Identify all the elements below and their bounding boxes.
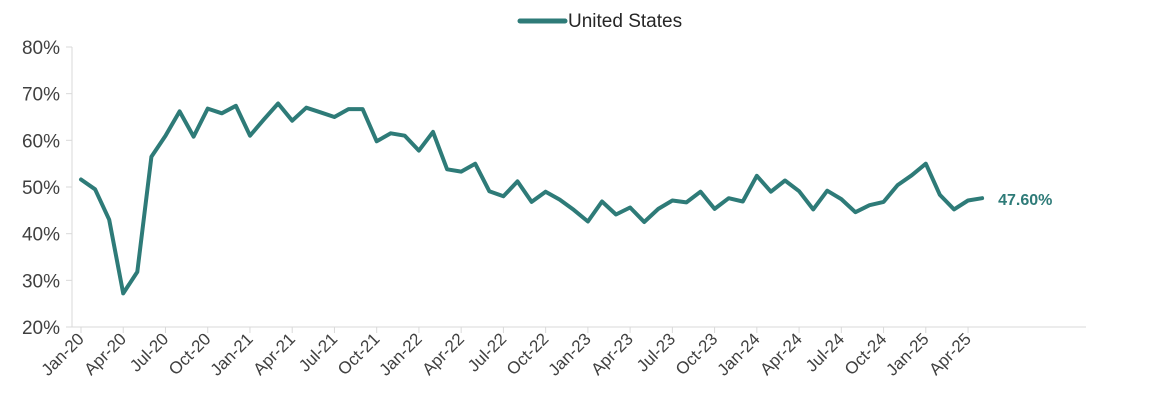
y-tick-label: 20% — [22, 318, 60, 339]
x-tick-label: Apr-21 — [250, 329, 300, 379]
x-tick-label: Oct-21 — [334, 329, 384, 379]
y-tick-label: 80% — [22, 38, 60, 59]
y-tick-label: 30% — [22, 271, 60, 292]
x-tick-label: Apr-23 — [587, 329, 637, 379]
x-tick-label: Jan-25 — [882, 329, 932, 379]
x-tick-label: Jul-21 — [295, 329, 341, 375]
x-axis: Jan-20Apr-20Jul-20Oct-20Jan-21Apr-21Jul-… — [38, 326, 1086, 380]
x-tick-label: Oct-24 — [841, 329, 891, 379]
last-value-label: 47.60% — [998, 192, 1052, 209]
x-tick-label: Jan-24 — [713, 329, 763, 379]
x-tick-label: Jan-22 — [376, 329, 426, 379]
y-tick-label: 60% — [22, 131, 60, 152]
x-tick-label: Jul-22 — [464, 329, 510, 375]
y-tick-label: 70% — [22, 85, 60, 106]
legend: United States — [517, 11, 682, 32]
y-tick-label: 50% — [22, 178, 60, 199]
legend-label: United States — [568, 11, 682, 32]
x-tick-label: Jan-21 — [207, 329, 257, 379]
x-tick-label: Apr-20 — [81, 329, 131, 379]
x-tick-label: Jul-23 — [633, 329, 679, 375]
x-tick-label: Apr-25 — [925, 329, 975, 379]
x-tick-label: Oct-22 — [503, 329, 553, 379]
x-tick-label: Jul-24 — [802, 329, 848, 375]
x-tick-label: Apr-22 — [418, 329, 468, 379]
y-tick-label: 40% — [22, 225, 60, 246]
y-axis: 20% 30% 40% 50% 60% 70% 80% — [22, 38, 73, 339]
x-tick-label: Oct-23 — [672, 329, 722, 379]
x-tick-label: Jan-23 — [545, 329, 595, 379]
x-tick-label: Oct-20 — [165, 329, 215, 379]
series-line-united-states — [79, 101, 985, 296]
x-tick-label: Jul-20 — [126, 329, 172, 375]
x-tick-label: Apr-24 — [756, 329, 806, 379]
plot-area — [79, 101, 985, 296]
